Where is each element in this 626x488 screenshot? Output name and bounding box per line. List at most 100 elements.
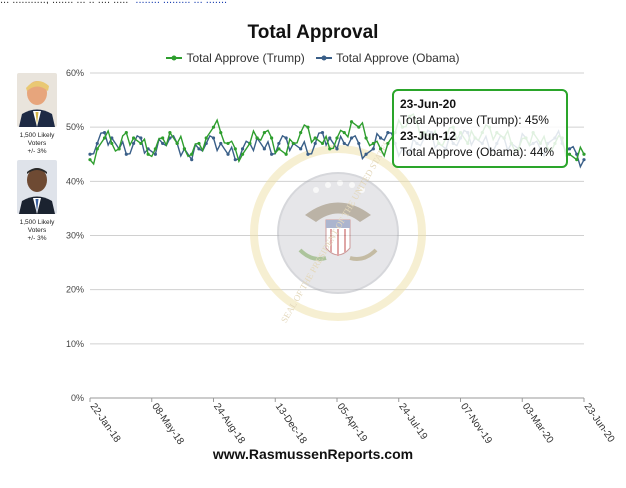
- x-tick-label: 08-May-18: [149, 401, 186, 447]
- data-point: [240, 152, 245, 156]
- data-point: [131, 136, 136, 140]
- data-point: [299, 147, 303, 151]
- tooltip-value-obama: Total Approve (Obama): 44%: [400, 145, 555, 159]
- data-point: [371, 141, 375, 146]
- x-tick-label: 03-Mar-20: [520, 401, 556, 445]
- data-point: [168, 130, 172, 135]
- data-point: [567, 147, 572, 151]
- data-point: [342, 141, 346, 146]
- obama-panel: 1,500 Likely Voters +/- 3%: [12, 160, 62, 243]
- data-point: [204, 136, 208, 140]
- data-point: [277, 141, 281, 146]
- data-point: [102, 136, 107, 140]
- legend-marker-trump-icon: [166, 55, 183, 61]
- data-point: [226, 152, 230, 156]
- data-point: [320, 130, 325, 135]
- data-point: [131, 141, 136, 146]
- data-point: [233, 158, 237, 162]
- data-point: [190, 158, 194, 162]
- legend-label-obama: Total Approve (Obama): [336, 51, 460, 65]
- obama-sample-line1: 1,500 Likely: [19, 219, 55, 226]
- footer-url[interactable]: www.RasmussenReports.com: [212, 446, 414, 462]
- data-point: [161, 141, 165, 146]
- data-point: [139, 141, 143, 146]
- y-tick-label: 20%: [66, 285, 84, 295]
- data-point: [146, 152, 150, 156]
- data-point: [357, 141, 361, 146]
- x-tick-label: 07-Nov-19: [458, 401, 494, 446]
- data-point: [320, 141, 325, 146]
- x-tick-label: 24-Jul-19: [396, 401, 429, 442]
- x-tick-label: 23-Jun-20: [582, 401, 617, 445]
- data-point: [378, 136, 383, 140]
- data-point: [211, 136, 216, 140]
- y-tick-label: 0%: [71, 393, 84, 403]
- obama-sample-line2: Voters: [27, 227, 47, 234]
- y-tick-label: 60%: [66, 68, 84, 78]
- data-point: [349, 136, 354, 140]
- data-point: [153, 152, 157, 156]
- y-tick-label: 30%: [66, 231, 84, 241]
- data-point: [161, 136, 165, 140]
- data-point: [342, 130, 346, 135]
- data-point: [233, 147, 237, 151]
- x-tick-label: 13-Dec-18: [273, 401, 309, 446]
- data-point: [277, 147, 281, 151]
- legend-item-obama[interactable]: Total Approve (Obama): [316, 51, 460, 65]
- obama-sample-line3: +/- 3%: [27, 235, 47, 242]
- data-point: [313, 141, 317, 146]
- data-point: [306, 152, 310, 156]
- chart-title: Total Approval: [247, 22, 379, 43]
- data-point: [248, 141, 252, 146]
- data-point: [102, 130, 107, 135]
- trump-sample-line3: +/- 3%: [27, 148, 47, 155]
- data-point: [575, 158, 579, 162]
- data-point: [175, 141, 179, 146]
- tooltip-date-obama: 23-Jun-12: [400, 129, 457, 143]
- data-point: [95, 141, 99, 146]
- data-point: [567, 152, 572, 156]
- data-point: [270, 136, 274, 140]
- data-point: [255, 136, 259, 140]
- data-point: [328, 136, 332, 140]
- data-point: [226, 141, 230, 146]
- data-point: [95, 147, 99, 151]
- data-point: [219, 141, 223, 146]
- data-point: [582, 152, 586, 156]
- data-point: [219, 130, 223, 135]
- data-point: [124, 152, 128, 156]
- data-point: [197, 141, 201, 146]
- data-point: [182, 147, 187, 151]
- data-point: [110, 141, 114, 146]
- data-point: [262, 147, 266, 151]
- y-tick-label: 10%: [66, 339, 84, 349]
- legend: Total Approve (Trump) Total Approve (Oba…: [0, 51, 626, 65]
- data-point: [262, 130, 266, 135]
- legend-item-trump[interactable]: Total Approve (Trump): [166, 51, 305, 65]
- data-point: [190, 152, 194, 156]
- y-tick-label: 50%: [66, 122, 84, 132]
- data-point: [582, 158, 586, 162]
- header-link[interactable]: ........ ......... ... .......: [135, 0, 227, 4]
- trump-sample-line1: 1,500 Likely: [19, 132, 55, 139]
- data-point: [139, 136, 143, 140]
- obama-photo-icon: [17, 160, 57, 214]
- header-cut-text: ... ..........., ....... ... .. .... ...…: [0, 0, 626, 4]
- tooltip-date-trump: 23-Jun-20: [400, 97, 457, 111]
- trump-panel: 1,500 Likely Voters +/- 3%: [12, 73, 62, 156]
- data-point: [357, 125, 361, 129]
- data-point: [299, 130, 303, 135]
- data-point: [306, 125, 310, 129]
- data-point: [124, 130, 128, 135]
- data-point: [335, 136, 339, 140]
- data-point: [240, 147, 245, 151]
- data-point: [335, 147, 339, 151]
- data-point: [364, 136, 368, 140]
- data-point: [349, 120, 354, 124]
- trump-sample-line2: Voters: [27, 140, 47, 147]
- data-point: [378, 147, 383, 151]
- data-point: [284, 136, 288, 140]
- data-point: [211, 125, 216, 129]
- legend-label-trump: Total Approve (Trump): [186, 51, 305, 65]
